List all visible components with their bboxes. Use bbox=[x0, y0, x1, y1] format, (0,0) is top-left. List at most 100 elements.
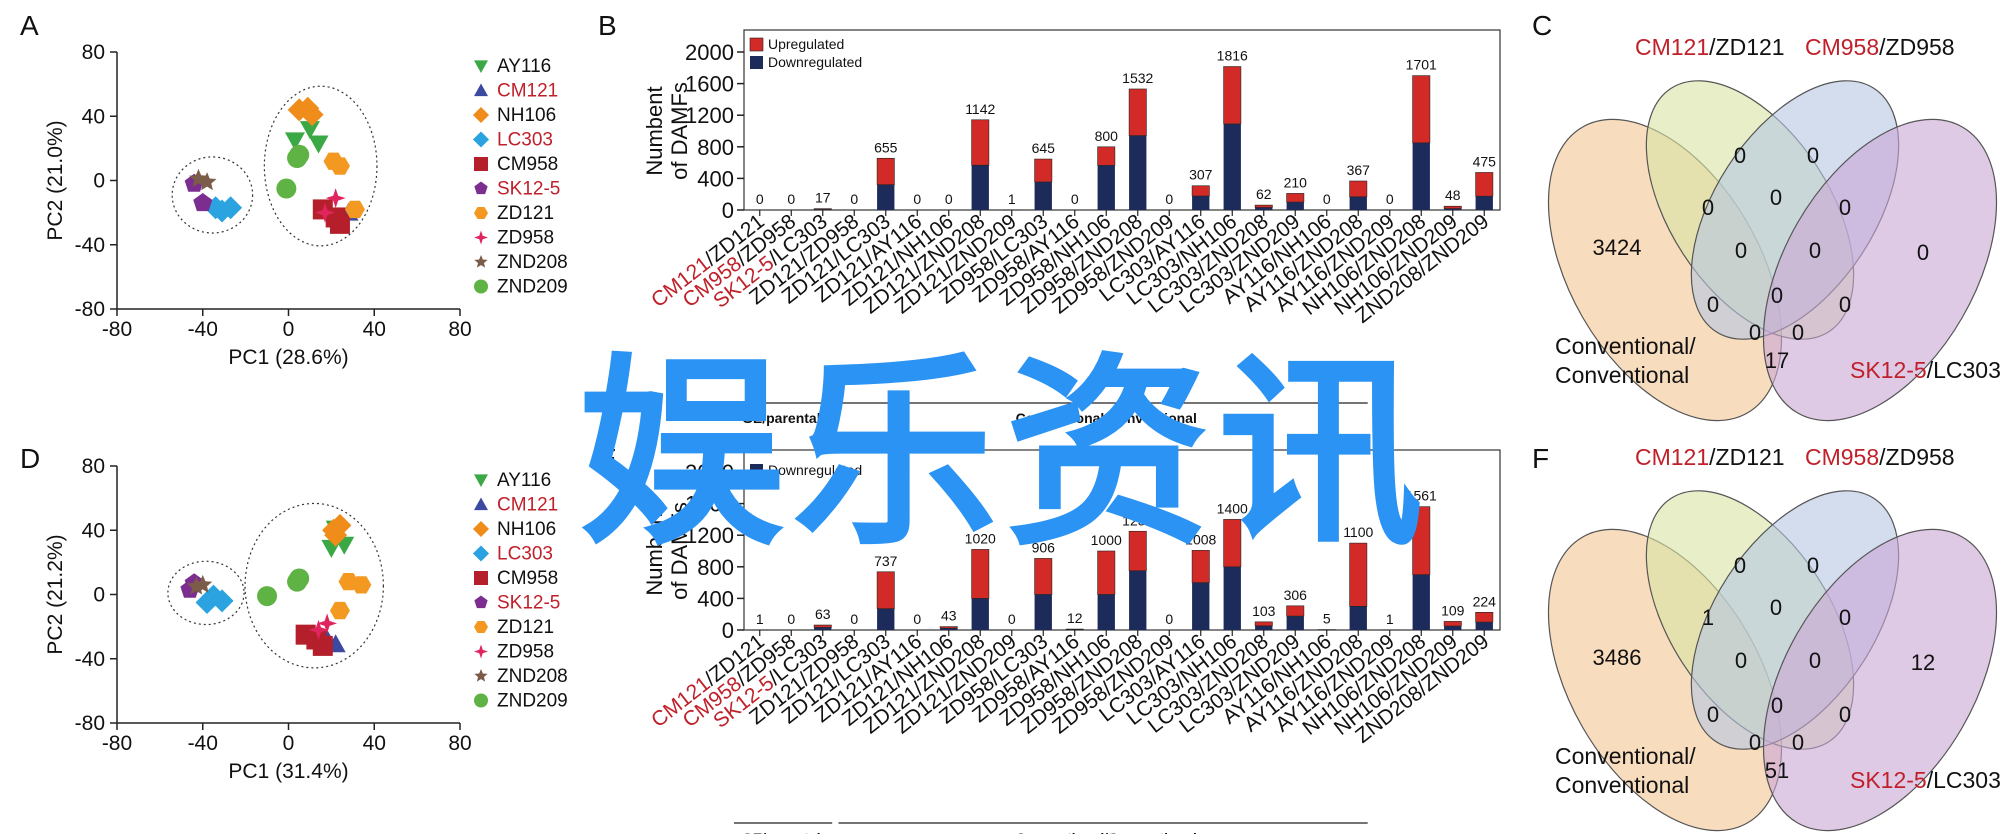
y-tick-label: 400 bbox=[697, 586, 734, 611]
venn-count: 0 bbox=[1809, 238, 1821, 263]
venn-count: 3424 bbox=[1593, 235, 1642, 260]
panel-label-B: B bbox=[598, 10, 617, 41]
bar-up bbox=[939, 626, 958, 629]
bar-up bbox=[1034, 158, 1053, 183]
data-label: 1142 bbox=[965, 101, 995, 117]
bar-down bbox=[971, 165, 989, 210]
legend-marker-CM958 bbox=[474, 571, 488, 585]
bar-down bbox=[1192, 582, 1210, 630]
y-tick-label: -40 bbox=[75, 234, 105, 257]
point-AY116 bbox=[284, 132, 305, 151]
legend-marker-CM121 bbox=[474, 497, 488, 511]
bar-up bbox=[1191, 185, 1210, 197]
venn-set-label: CM121/ZD121 bbox=[1635, 34, 1785, 60]
cluster-ellipse bbox=[167, 560, 245, 626]
legend-label: ZND209 bbox=[497, 277, 568, 298]
bar-down bbox=[1097, 594, 1115, 630]
y-tick-label: 800 bbox=[697, 135, 734, 160]
legend-label: AY116 bbox=[497, 470, 551, 491]
x-tick-label: 80 bbox=[448, 318, 471, 341]
data-label: 307 bbox=[1189, 167, 1213, 183]
point-NH106 bbox=[324, 523, 348, 547]
data-label: 1020 bbox=[965, 530, 996, 546]
bar-up bbox=[1097, 550, 1116, 595]
legend-marker-AY116 bbox=[474, 60, 488, 73]
bar-up bbox=[1034, 558, 1053, 595]
data-label: 737 bbox=[874, 553, 898, 569]
venn-set-label: Conventional/ bbox=[1555, 333, 1696, 359]
plot-frame bbox=[743, 449, 1501, 631]
venn-count: 0 bbox=[1771, 693, 1783, 718]
x-tick-label: 80 bbox=[448, 732, 471, 755]
bar-up bbox=[1128, 530, 1147, 572]
data-label: 224 bbox=[1473, 593, 1497, 609]
point-ZD958 bbox=[314, 202, 335, 223]
bar-up bbox=[1443, 205, 1462, 209]
y-axis-label: of DAMFs bbox=[667, 502, 692, 600]
venn-count: 0 bbox=[1707, 702, 1719, 727]
y-tick-label: 80 bbox=[82, 455, 105, 478]
legend-label: ZD958 bbox=[497, 642, 554, 663]
data-label: 0 bbox=[1165, 611, 1173, 627]
bar-down bbox=[1223, 566, 1241, 630]
legend-label: CM121 bbox=[497, 495, 558, 516]
point-ZD958 bbox=[325, 188, 346, 209]
point-ZD121 bbox=[344, 200, 365, 219]
data-label: 12 bbox=[1067, 610, 1083, 626]
y-tick-label: 40 bbox=[82, 105, 105, 128]
data-label: 0 bbox=[1386, 191, 1394, 207]
legend-label: NH106 bbox=[497, 519, 556, 540]
venn-count: 17 bbox=[1765, 348, 1789, 373]
bar-up bbox=[1475, 172, 1494, 197]
bar-down bbox=[1129, 570, 1147, 630]
bar-up bbox=[876, 571, 895, 609]
bar-down bbox=[1475, 196, 1493, 210]
data-label: 109 bbox=[1441, 602, 1465, 618]
x-tick-label: 0 bbox=[283, 732, 295, 755]
bar-down bbox=[1034, 181, 1052, 210]
data-label: 17 bbox=[815, 190, 831, 206]
bar-up bbox=[1254, 204, 1273, 208]
legend-label: NH106 bbox=[497, 105, 556, 126]
point-ZD121 bbox=[329, 601, 350, 620]
bar-up bbox=[1443, 621, 1462, 627]
data-label: 906 bbox=[1032, 539, 1056, 555]
venn-count: 0 bbox=[1735, 648, 1747, 673]
legend-label: CM958 bbox=[497, 568, 558, 589]
venn-count: 0 bbox=[1839, 702, 1851, 727]
point-CM958 bbox=[329, 213, 350, 234]
point-AY116 bbox=[299, 121, 320, 140]
data-label: 62 bbox=[1256, 186, 1272, 202]
venn-count: 0 bbox=[1807, 553, 1819, 578]
bar-down bbox=[1412, 574, 1430, 630]
venn-set-label: Conventional bbox=[1555, 362, 1689, 388]
bar-up bbox=[1475, 612, 1494, 623]
legend-marker-CM958 bbox=[474, 157, 488, 171]
bar-up bbox=[1223, 519, 1242, 568]
point-CM958 bbox=[312, 635, 333, 656]
point-ZND208 bbox=[193, 574, 213, 593]
venn-set-label: Conventional bbox=[1555, 772, 1689, 798]
venn-count: 0 bbox=[1749, 730, 1761, 755]
legend-label: Upregulated bbox=[768, 36, 844, 52]
cluster-ellipse bbox=[171, 156, 254, 234]
point-ZND209 bbox=[276, 178, 297, 199]
data-label: 0 bbox=[913, 611, 921, 627]
bar-down bbox=[1444, 626, 1462, 630]
y-tick-label: 80 bbox=[82, 41, 105, 64]
venn-count: 0 bbox=[1707, 292, 1719, 317]
data-label: 645 bbox=[1032, 140, 1056, 156]
y-tick-label: 0 bbox=[722, 618, 734, 643]
legend-marker-LC303 bbox=[472, 545, 490, 562]
bar-down bbox=[1349, 606, 1367, 630]
point-ZD121 bbox=[329, 157, 350, 175]
group-label: Conventional/Conventional bbox=[1016, 830, 1197, 834]
cluster-ellipse bbox=[244, 502, 384, 669]
data-label: 1532 bbox=[1122, 70, 1153, 86]
x-tick-label: -80 bbox=[102, 318, 132, 341]
venn-count: 0 bbox=[1807, 143, 1819, 168]
venn-count: 1 bbox=[1702, 605, 1714, 630]
data-label: 210 bbox=[1284, 174, 1308, 190]
